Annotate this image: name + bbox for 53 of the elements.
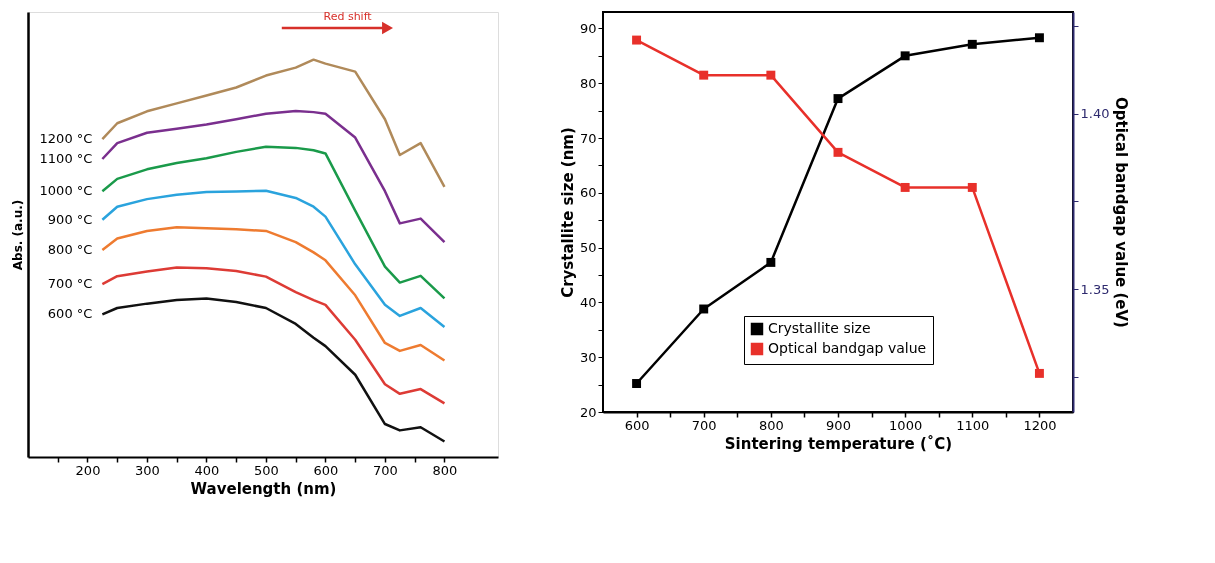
point xyxy=(632,35,642,45)
point xyxy=(766,257,776,267)
x-tick-label: 1200 xyxy=(1023,417,1057,433)
y2-tick-label: 1.40 xyxy=(1080,106,1110,122)
x-tick-label: 600 xyxy=(624,417,650,433)
point xyxy=(833,94,843,104)
y-tick-label: 40 xyxy=(579,294,597,310)
point xyxy=(967,182,977,192)
point xyxy=(900,51,910,61)
point xyxy=(1034,33,1044,43)
y2-tick-label: 1.35 xyxy=(1080,281,1110,297)
y2-axis-title: Optical bandgap value (eV) xyxy=(1112,97,1131,328)
legend-label: Optical bandgap value xyxy=(768,340,927,356)
x-tick-label: 700 xyxy=(691,417,717,433)
series-label: 1100 °C xyxy=(39,151,93,167)
series-label: 700 °C xyxy=(47,276,93,292)
series-label: 600 °C xyxy=(47,306,93,322)
y-tick-label: 60 xyxy=(579,185,597,201)
x-tick-label: 1000 xyxy=(889,417,923,433)
x-tick-label: 500 xyxy=(254,462,279,478)
text: Red shift xyxy=(323,10,373,23)
point xyxy=(967,39,977,49)
series-label: 800 °C xyxy=(47,242,93,257)
x-tick-label: 600 xyxy=(313,462,339,478)
x-tick-label: 900 xyxy=(826,417,851,433)
y-tick-label: 50 xyxy=(579,240,597,256)
x-tick-label: 400 xyxy=(194,462,220,478)
series-label: 1000 °C xyxy=(39,183,93,199)
x-tick-label: 800 xyxy=(758,417,784,433)
x-tick-label: 300 xyxy=(135,462,160,478)
series-label: 900 °C xyxy=(47,211,93,227)
point xyxy=(699,304,709,314)
y-tick-label: 90 xyxy=(579,20,597,36)
point xyxy=(766,70,776,80)
x-axis-title: Sintering temperature (˚C) xyxy=(724,434,953,453)
x-tick-label: 200 xyxy=(75,462,101,478)
y-tick-label: 70 xyxy=(579,130,597,146)
x-tick-label: 800 xyxy=(432,462,458,478)
series-label: 1200 °C xyxy=(39,131,93,147)
y-tick-label: 80 xyxy=(579,75,597,91)
y-axis-title: Crystallite size (nm) xyxy=(558,127,577,298)
x-axis-title: Wavelength (nm) xyxy=(190,479,337,498)
point xyxy=(1034,368,1044,378)
point xyxy=(833,147,843,157)
y-tick-label: 20 xyxy=(579,404,597,420)
point xyxy=(900,182,910,192)
x-tick-label: 1100 xyxy=(956,417,990,433)
point xyxy=(699,70,709,80)
x-tick-label: 700 xyxy=(373,462,398,478)
y-axis-title: Abs. (a.u.) xyxy=(10,199,25,271)
point xyxy=(632,379,642,388)
legend-label: Crystallite size xyxy=(768,320,871,336)
y-tick-label: 30 xyxy=(579,349,597,365)
